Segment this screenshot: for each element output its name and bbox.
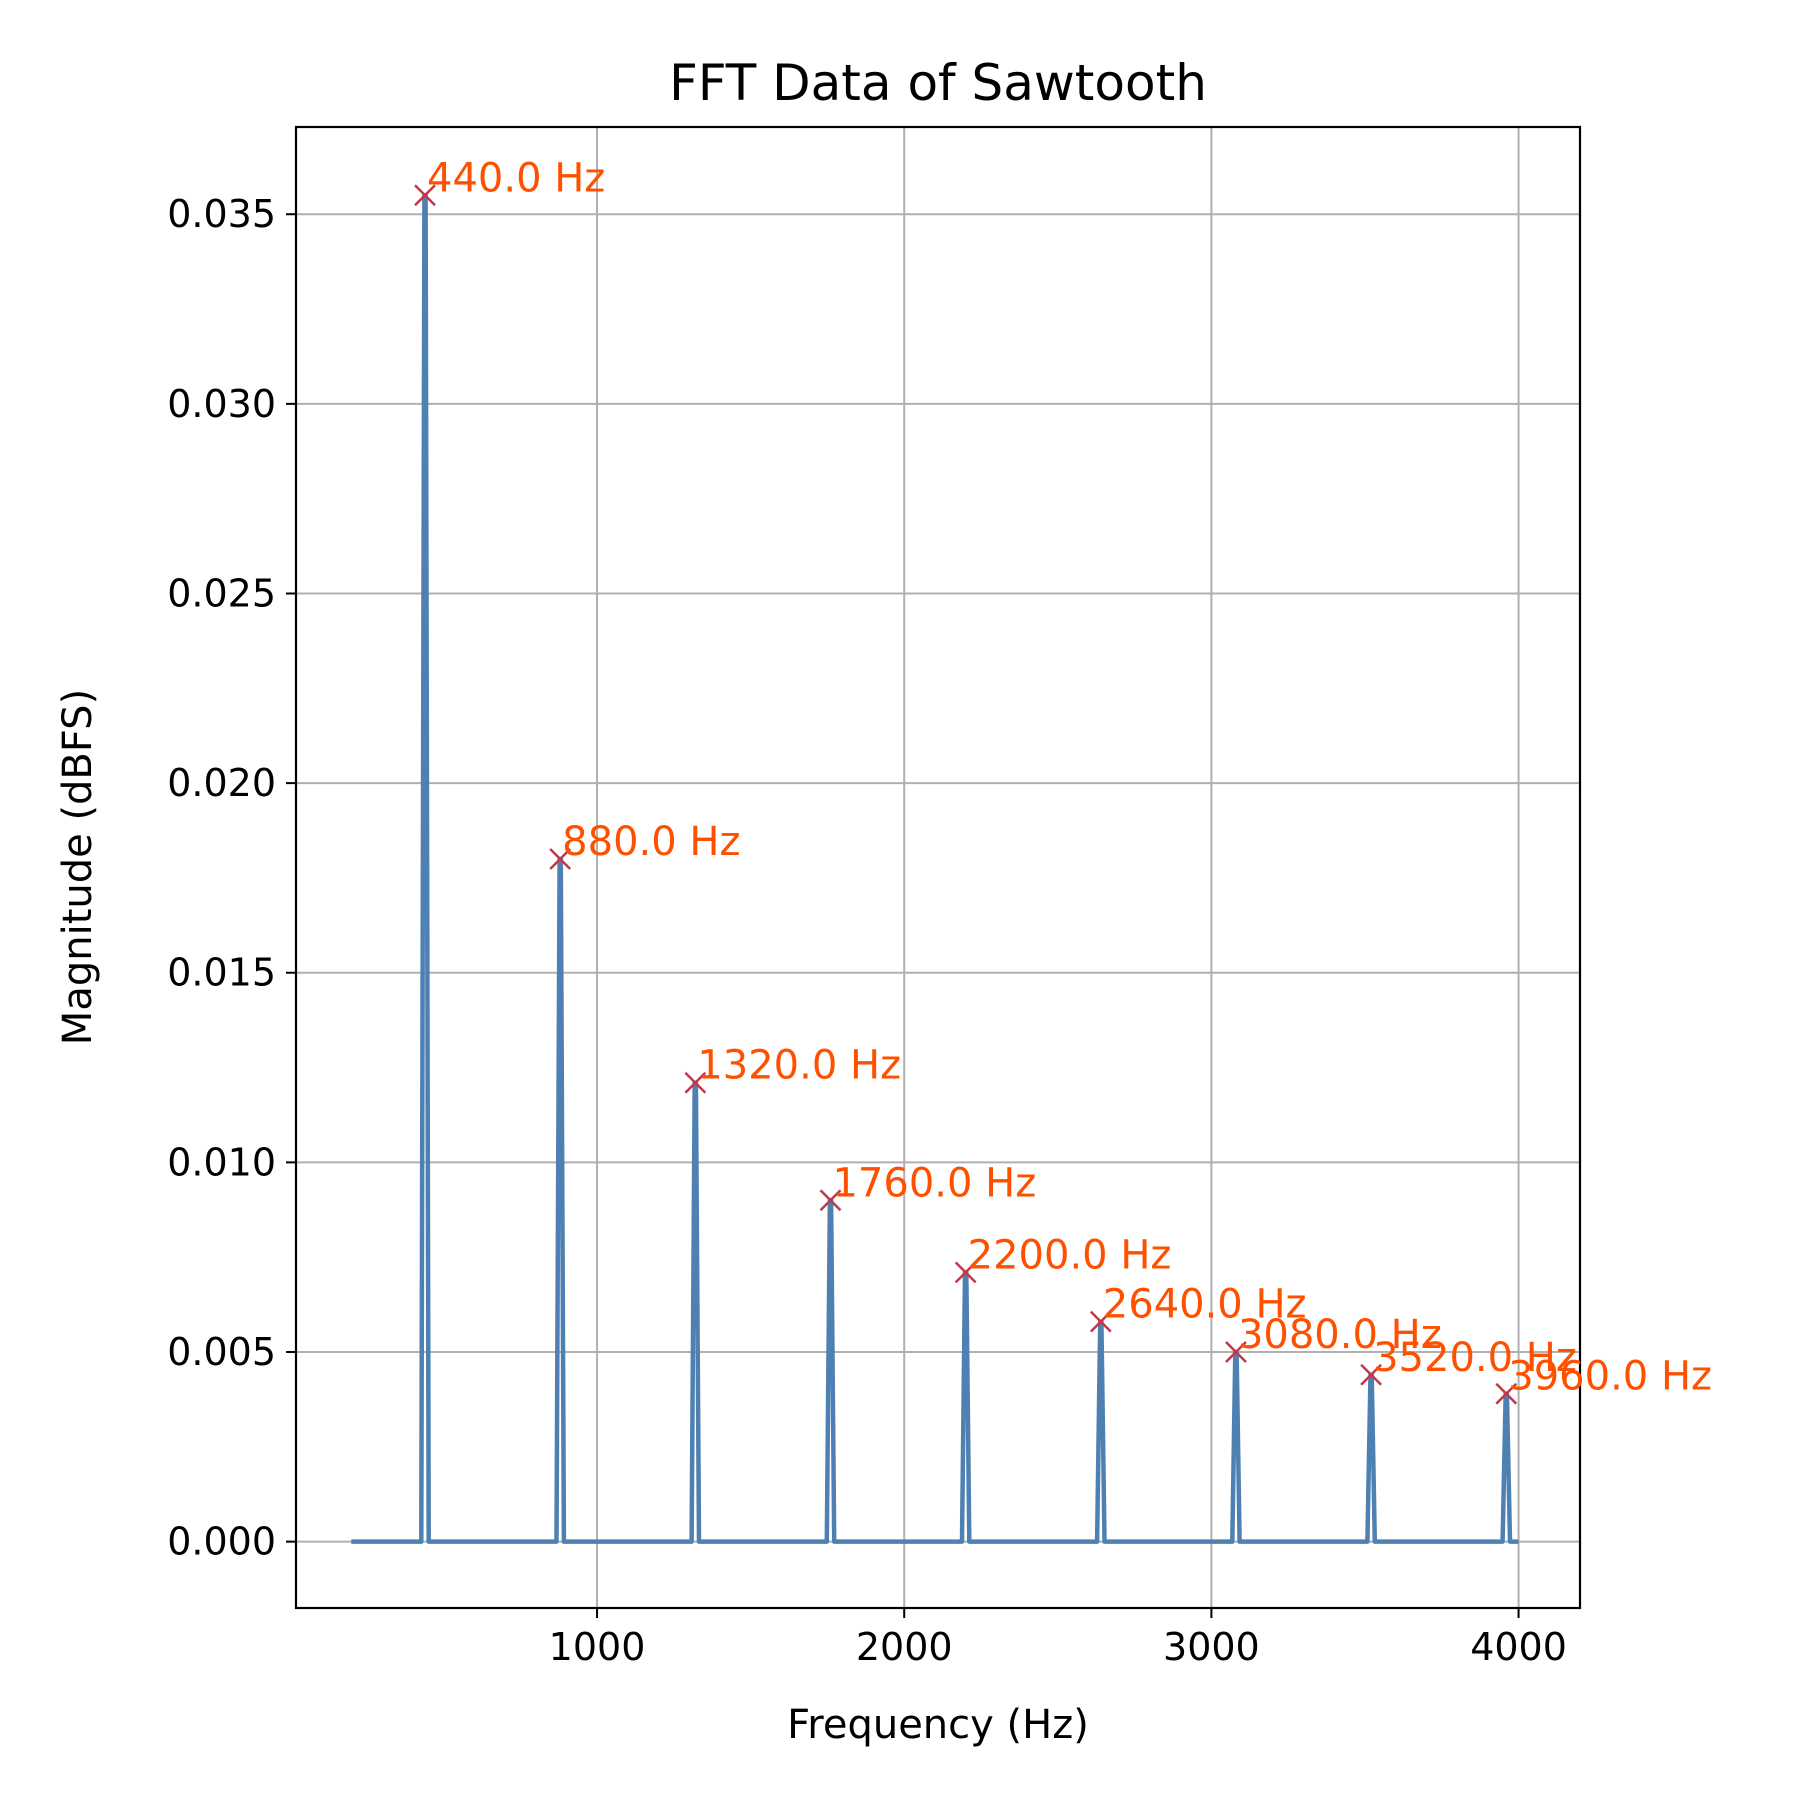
peak-annotation: 880.0 Hz	[562, 819, 740, 865]
tick-layer: 1000 2000 3000 4000 0.000 0.005 0.010 0.015 0.02…	[167, 192, 1567, 1669]
peak-marker	[414, 184, 436, 207]
y-tick-label: 0.025	[167, 571, 276, 615]
y-tick-label: 0.005	[167, 1330, 276, 1374]
peak-marker	[1360, 1363, 1383, 1386]
peak-marker	[1089, 1310, 1112, 1333]
peak-annotation: 3960.0 Hz	[1508, 1354, 1712, 1400]
y-tick-label: 0.000	[167, 1520, 276, 1564]
y-axis-label: Magnitude (dBFS)	[55, 689, 101, 1045]
grid-layer	[296, 127, 1580, 1608]
y-tick-label: 0.015	[167, 951, 276, 995]
annotation-layer: 440.0 Hz 880.0 Hz 1320.0 Hz 1760.0 Hz 2200.0…	[427, 155, 1712, 1399]
peak-annotation: 1320.0 Hz	[697, 1043, 901, 1089]
x-tick-label: 4000	[1470, 1625, 1567, 1669]
y-tick-label: 0.010	[167, 1140, 276, 1184]
plot-frame	[294, 125, 1582, 1610]
marker-layer	[414, 184, 1518, 1405]
peak-marker	[684, 1071, 707, 1094]
peak-annotation: 3520.0 Hz	[1373, 1335, 1577, 1381]
y-tick-label: 0.030	[167, 382, 276, 426]
peak-annotation: 3080.0 Hz	[1238, 1312, 1442, 1358]
peak-annotation: 1760.0 Hz	[832, 1160, 1036, 1206]
peak-marker	[1225, 1341, 1247, 1363]
chart-title: FFT Data of Sawtooth	[669, 54, 1207, 112]
x-tick-label: 2000	[856, 1625, 953, 1669]
y-tick-label: 0.035	[167, 192, 276, 236]
y-tick-label: 0.020	[167, 761, 276, 805]
peak-marker	[954, 1261, 977, 1284]
peak-marker	[549, 848, 572, 870]
x-tick-label: 1000	[549, 1625, 646, 1669]
peak-annotation: 2200.0 Hz	[968, 1232, 1172, 1278]
x-tick-label: 3000	[1163, 1625, 1260, 1669]
x-axis-label: Frequency (Hz)	[787, 1702, 1089, 1748]
peak-marker	[819, 1189, 842, 1212]
peak-marker	[1495, 1382, 1518, 1405]
peak-annotation: 2640.0 Hz	[1103, 1282, 1307, 1328]
peak-annotation: 440.0 Hz	[427, 155, 605, 201]
